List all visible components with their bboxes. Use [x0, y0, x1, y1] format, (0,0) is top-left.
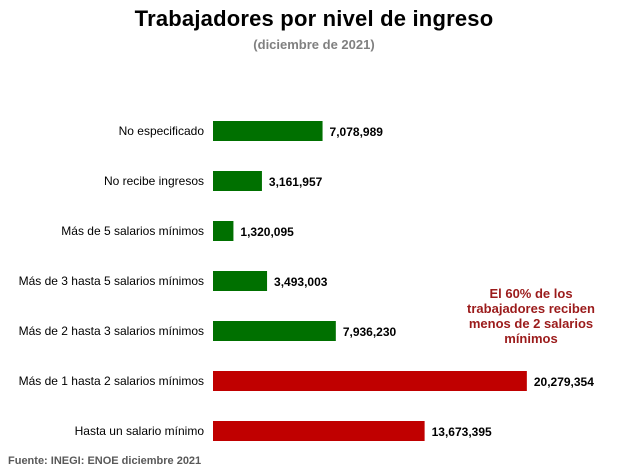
bar [213, 121, 323, 141]
data-label: 20,279,354 [534, 375, 594, 389]
data-label: 7,078,989 [330, 125, 384, 139]
bar [213, 421, 425, 441]
bar [213, 271, 268, 291]
category-label: Hasta un salario mínimo [75, 424, 205, 438]
category-label: Más de 2 hasta 3 salarios mínimos [19, 324, 204, 338]
category-label: Más de 5 salarios mínimos [61, 224, 204, 238]
source-note: Fuente: INEGI: ENOE diciembre 2021 [8, 455, 202, 467]
chart-title: Trabajadores por nivel de ingreso [134, 6, 494, 31]
data-label: 3,493,003 [274, 275, 328, 289]
bar [213, 221, 234, 241]
chart-subtitle: (diciembre de 2021) [253, 37, 375, 52]
bar [213, 321, 336, 341]
bar [213, 371, 527, 391]
chart-annotation: El 60% de los trabajadores reciben menos… [467, 286, 595, 346]
data-label: 7,936,230 [343, 325, 397, 339]
category-label: Más de 1 hasta 2 salarios mínimos [19, 374, 204, 388]
category-label: No especificado [119, 124, 205, 138]
data-label: 1,320,095 [240, 225, 294, 239]
data-label: 3,161,957 [269, 175, 323, 189]
bar [213, 171, 262, 191]
data-label: 13,673,395 [432, 425, 492, 439]
category-label: Más de 3 hasta 5 salarios mínimos [19, 274, 204, 288]
category-label: No recibe ingresos [104, 174, 204, 188]
